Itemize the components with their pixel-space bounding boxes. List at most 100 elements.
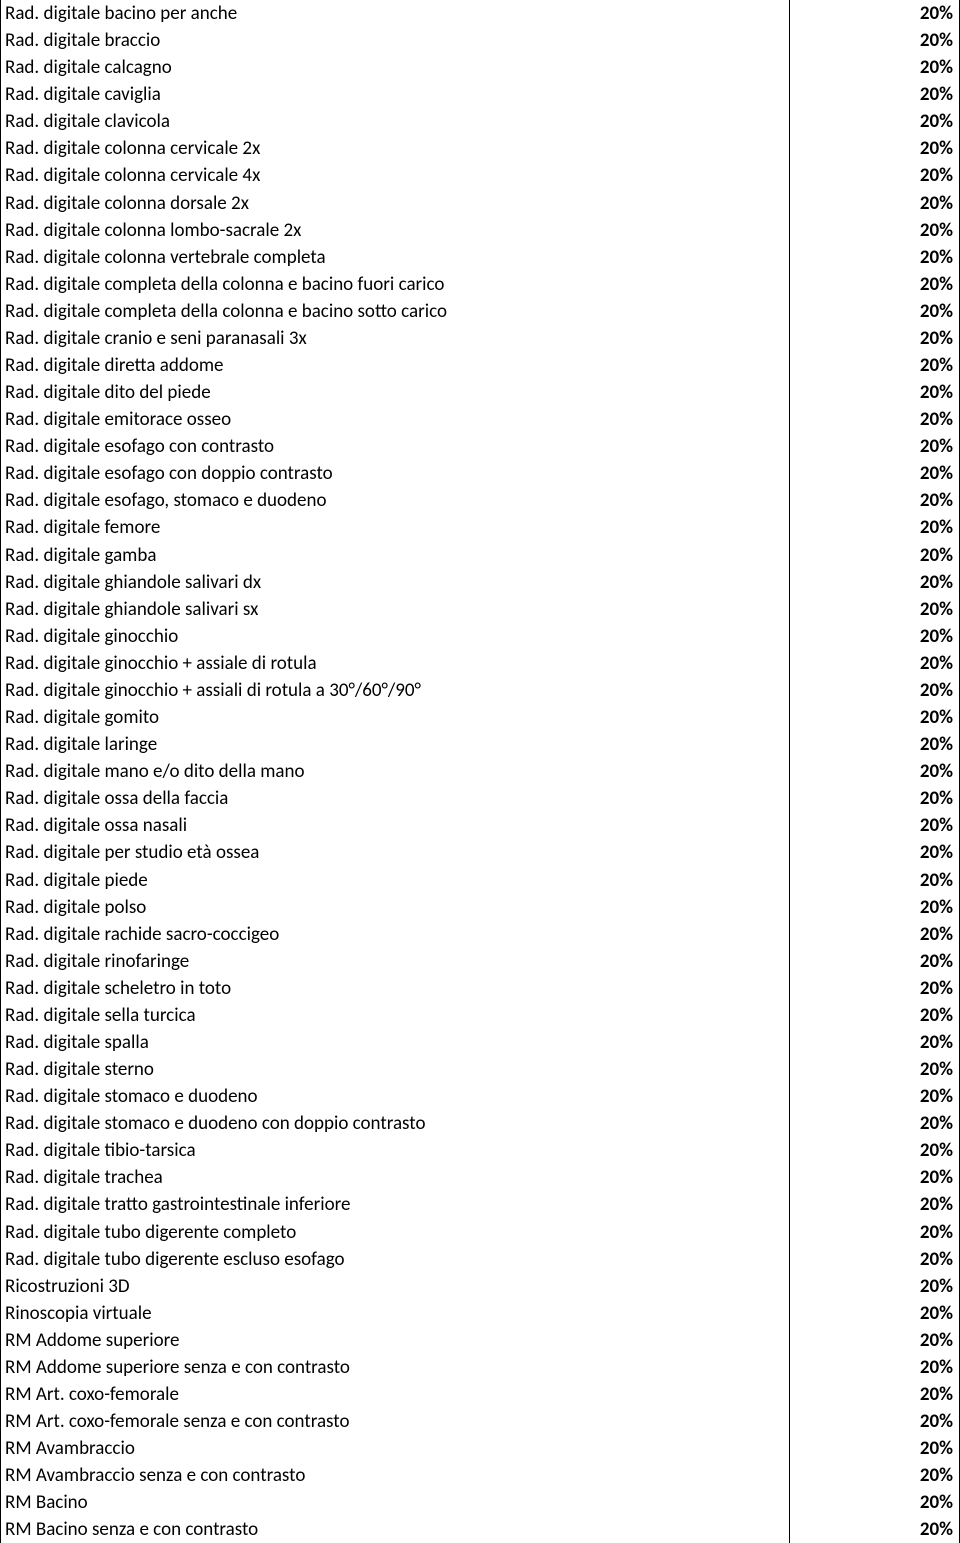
description-cell: Rad. digitale esofago con contrasto: [1, 433, 790, 460]
description-cell: Rad. digitale spalla: [1, 1029, 790, 1056]
description-cell: Rad. digitale caviglia: [1, 81, 790, 108]
description-cell: Rad. digitale completa della colonna e b…: [1, 271, 790, 298]
table-row: Rad. digitale spalla20%: [1, 1029, 960, 1056]
percentage-cell: 20%: [790, 975, 960, 1002]
percentage-cell: 20%: [790, 298, 960, 325]
table-row: Rad. digitale cranio e seni paranasali 3…: [1, 325, 960, 352]
description-cell: RM Bacino: [1, 1489, 790, 1516]
description-cell: Rad. digitale emitorace osseo: [1, 406, 790, 433]
description-cell: Rad. digitale calcagno: [1, 54, 790, 81]
percentage-cell: 20%: [790, 0, 960, 27]
percentage-cell: 20%: [790, 1300, 960, 1327]
percentage-cell: 20%: [790, 244, 960, 271]
percentage-cell: 20%: [790, 812, 960, 839]
percentage-cell: 20%: [790, 948, 960, 975]
description-cell: RM Art. coxo-femorale: [1, 1381, 790, 1408]
percentage-cell: 20%: [790, 1489, 960, 1516]
description-cell: Rad. digitale ginocchio + assiali di rot…: [1, 677, 790, 704]
description-cell: Rad. digitale sella turcica: [1, 1002, 790, 1029]
percentage-cell: 20%: [790, 1002, 960, 1029]
table-row: RM Addome superiore senza e con contrast…: [1, 1354, 960, 1381]
description-cell: Rad. digitale trachea: [1, 1164, 790, 1191]
description-cell: RM Avambraccio: [1, 1435, 790, 1462]
table-row: Rad. digitale trachea20%: [1, 1164, 960, 1191]
description-cell: Rad. digitale femore: [1, 514, 790, 541]
table-row: Rad. digitale braccio20%: [1, 27, 960, 54]
percentage-cell: 20%: [790, 1381, 960, 1408]
table-row: Rad. digitale tubo digerente escluso eso…: [1, 1246, 960, 1273]
description-cell: Rad. digitale sterno: [1, 1056, 790, 1083]
percentage-cell: 20%: [790, 1137, 960, 1164]
table-row: Rad. digitale gamba20%: [1, 542, 960, 569]
description-cell: Rad. digitale tubo digerente escluso eso…: [1, 1246, 790, 1273]
description-cell: Ricostruzioni 3D: [1, 1273, 790, 1300]
table-row: Rinoscopia virtuale20%: [1, 1300, 960, 1327]
description-cell: Rad. digitale cranio e seni paranasali 3…: [1, 325, 790, 352]
table-row: Rad. digitale ghiandole salivari sx20%: [1, 596, 960, 623]
percentage-cell: 20%: [790, 650, 960, 677]
table-row: Rad. digitale tratto gastrointestinale i…: [1, 1191, 960, 1218]
description-cell: Rad. digitale gomito: [1, 704, 790, 731]
percentage-cell: 20%: [790, 569, 960, 596]
table-row: Rad. digitale esofago con doppio contras…: [1, 460, 960, 487]
table-row: Rad. digitale sella turcica20%: [1, 1002, 960, 1029]
table-row: RM Art. coxo-femorale20%: [1, 1381, 960, 1408]
table-row: Rad. digitale mano e/o dito della mano20…: [1, 758, 960, 785]
table-row: Rad. digitale tibio-tarsica20%: [1, 1137, 960, 1164]
table-row: Rad. digitale colonna vertebrale complet…: [1, 244, 960, 271]
percentage-cell: 20%: [790, 1516, 960, 1543]
table-row: Rad. digitale diretta addome20%: [1, 352, 960, 379]
percentage-cell: 20%: [790, 839, 960, 866]
percentage-cell: 20%: [790, 1056, 960, 1083]
table-row: Rad. digitale completa della colonna e b…: [1, 271, 960, 298]
table-row: Rad. digitale rachide sacro-coccigeo20%: [1, 921, 960, 948]
percentage-cell: 20%: [790, 271, 960, 298]
description-cell: Rad. digitale braccio: [1, 27, 790, 54]
table-row: Rad. digitale polso20%: [1, 894, 960, 921]
description-cell: Rad. digitale colonna lombo-sacrale 2x: [1, 217, 790, 244]
description-cell: Rad. digitale ossa nasali: [1, 812, 790, 839]
percentage-cell: 20%: [790, 514, 960, 541]
table-row: Rad. digitale ginocchio20%: [1, 623, 960, 650]
description-cell: Rad. digitale mano e/o dito della mano: [1, 758, 790, 785]
percentage-cell: 20%: [790, 1110, 960, 1137]
percentage-cell: 20%: [790, 54, 960, 81]
table-row: Rad. digitale dito del piede20%: [1, 379, 960, 406]
description-cell: RM Bacino senza e con contrasto: [1, 1516, 790, 1543]
description-cell: Rad. digitale ossa della faccia: [1, 785, 790, 812]
description-cell: RM Avambraccio senza e con contrasto: [1, 1462, 790, 1489]
percentage-cell: 20%: [790, 433, 960, 460]
description-cell: Rad. digitale tratto gastrointestinale i…: [1, 1191, 790, 1218]
percentage-cell: 20%: [790, 460, 960, 487]
description-cell: Rad. digitale piede: [1, 867, 790, 894]
table-row: RM Avambraccio senza e con contrasto20%: [1, 1462, 960, 1489]
table-row: Rad. digitale femore20%: [1, 514, 960, 541]
percentage-cell: 20%: [790, 704, 960, 731]
table-row: Rad. digitale gomito20%: [1, 704, 960, 731]
description-cell: Rad. digitale rachide sacro-coccigeo: [1, 921, 790, 948]
description-cell: Rad. digitale ginocchio + assiale di rot…: [1, 650, 790, 677]
table-row: Rad. digitale colonna lombo-sacrale 2x20…: [1, 217, 960, 244]
table-row: Rad. digitale sterno20%: [1, 1056, 960, 1083]
percentage-cell: 20%: [790, 190, 960, 217]
description-cell: Rad. digitale diretta addome: [1, 352, 790, 379]
description-cell: Rad. digitale colonna cervicale 4x: [1, 162, 790, 189]
table-row: Rad. digitale esofago, stomaco e duodeno…: [1, 487, 960, 514]
percentage-cell: 20%: [790, 1408, 960, 1435]
table-row: RM Bacino senza e con contrasto20%: [1, 1516, 960, 1543]
description-cell: Rad. digitale esofago, stomaco e duodeno: [1, 487, 790, 514]
description-cell: Rad. digitale tibio-tarsica: [1, 1137, 790, 1164]
table-row: Rad. digitale piede20%: [1, 867, 960, 894]
description-cell: Rad. digitale rinofaringe: [1, 948, 790, 975]
description-cell: Rad. digitale ginocchio: [1, 623, 790, 650]
percentage-cell: 20%: [790, 1164, 960, 1191]
percentage-cell: 20%: [790, 894, 960, 921]
percentage-cell: 20%: [790, 542, 960, 569]
percentage-cell: 20%: [790, 1191, 960, 1218]
table-row: Rad. digitale completa della colonna e b…: [1, 298, 960, 325]
percentage-cell: 20%: [790, 1435, 960, 1462]
percentage-cell: 20%: [790, 1246, 960, 1273]
description-cell: Rad. digitale esofago con doppio contras…: [1, 460, 790, 487]
percentage-cell: 20%: [790, 1083, 960, 1110]
description-cell: Rinoscopia virtuale: [1, 1300, 790, 1327]
